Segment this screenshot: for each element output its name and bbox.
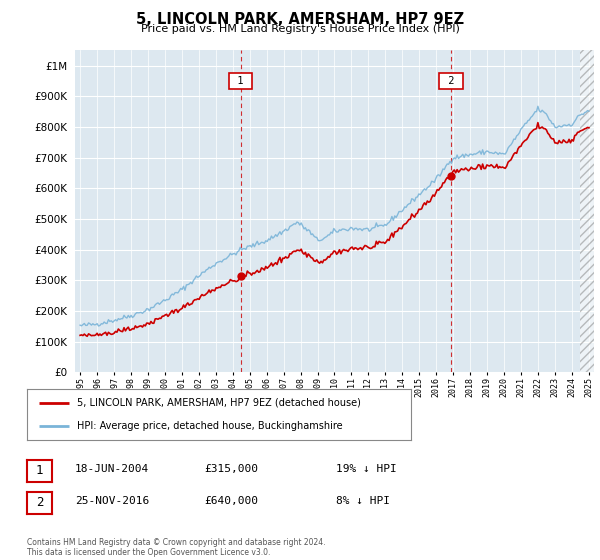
Text: £315,000: £315,000 [204,464,258,474]
Text: 8% ↓ HPI: 8% ↓ HPI [336,496,390,506]
Text: Contains HM Land Registry data © Crown copyright and database right 2024.
This d: Contains HM Land Registry data © Crown c… [27,538,325,557]
Text: HPI: Average price, detached house, Buckinghamshire: HPI: Average price, detached house, Buck… [77,421,343,431]
Text: Price paid vs. HM Land Registry's House Price Index (HPI): Price paid vs. HM Land Registry's House … [140,24,460,34]
Text: 19% ↓ HPI: 19% ↓ HPI [336,464,397,474]
Text: 1: 1 [36,464,43,478]
Text: 5, LINCOLN PARK, AMERSHAM, HP7 9EZ (detached house): 5, LINCOLN PARK, AMERSHAM, HP7 9EZ (deta… [77,398,361,408]
Text: 18-JUN-2004: 18-JUN-2004 [75,464,149,474]
Bar [580,50,598,372]
Text: 5, LINCOLN PARK, AMERSHAM, HP7 9EZ: 5, LINCOLN PARK, AMERSHAM, HP7 9EZ [136,12,464,27]
Bar [580,35,598,372]
Text: 1: 1 [231,76,250,86]
Text: 2: 2 [442,76,460,86]
Text: 2: 2 [36,496,43,510]
Text: 25-NOV-2016: 25-NOV-2016 [75,496,149,506]
Text: £640,000: £640,000 [204,496,258,506]
